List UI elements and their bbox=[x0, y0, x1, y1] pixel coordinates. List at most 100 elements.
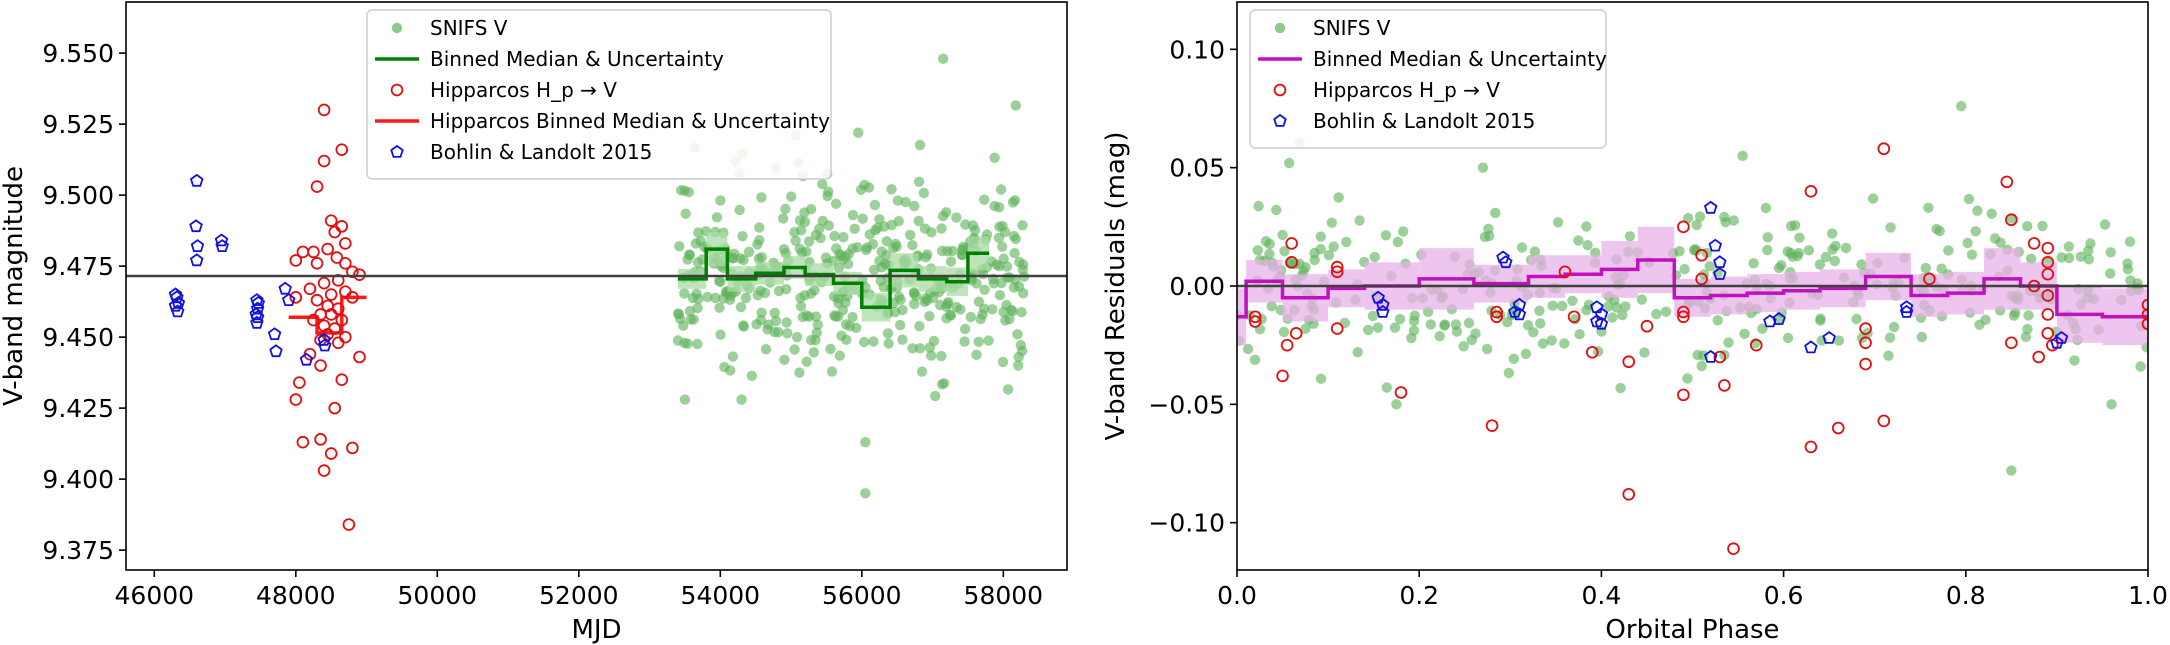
snifs-point bbox=[1782, 332, 1794, 344]
hipparcos-point bbox=[1749, 338, 1763, 352]
bohlin-point bbox=[2054, 330, 2069, 344]
bohlin-point bbox=[269, 344, 283, 358]
snifs-point bbox=[926, 350, 937, 361]
snifs-point bbox=[1581, 221, 1592, 232]
snifs-point bbox=[910, 290, 922, 302]
snifs-point bbox=[989, 152, 1000, 163]
snifs-point bbox=[907, 240, 918, 251]
snifs-point bbox=[945, 256, 957, 267]
snifs-point bbox=[858, 336, 870, 348]
hipparcos-point bbox=[314, 433, 327, 446]
hipparcos-point bbox=[289, 393, 303, 406]
snifs-point bbox=[1867, 193, 1879, 204]
snifs-point bbox=[844, 320, 856, 332]
snifs-point bbox=[754, 222, 765, 233]
snifs-point bbox=[2063, 241, 2074, 252]
snifs-point bbox=[2083, 254, 2095, 265]
snifs-point bbox=[2099, 219, 2111, 230]
snifs-point bbox=[1704, 261, 1715, 272]
snifs-point bbox=[1323, 250, 1335, 261]
snifs-point bbox=[1008, 230, 1020, 242]
snifs-point bbox=[1762, 232, 1773, 243]
snifs-point bbox=[975, 313, 986, 325]
hipparcos-point bbox=[310, 180, 324, 193]
snifs-point bbox=[1354, 215, 1365, 226]
bohlin-point bbox=[1703, 349, 1718, 363]
snifs-point bbox=[1966, 249, 1978, 260]
snifs-point bbox=[882, 328, 894, 339]
y-tick-label: 0.05 bbox=[1169, 154, 1225, 183]
legend: SNIFS V Binned Median & Uncertainty Hippar… bbox=[366, 9, 832, 180]
snifs-point bbox=[808, 347, 819, 358]
hipparcos-point bbox=[330, 251, 344, 264]
hipparcos-point bbox=[1923, 272, 1936, 286]
snifs-point bbox=[883, 338, 894, 349]
snifs-point bbox=[737, 231, 748, 242]
snifs-point bbox=[874, 214, 885, 225]
snifs-point bbox=[679, 288, 690, 299]
snifs-point bbox=[1694, 211, 1706, 222]
hipparcos-point bbox=[2005, 213, 2018, 227]
snifs-point bbox=[1552, 217, 1564, 228]
snifs-point bbox=[1692, 349, 1703, 361]
hipparcos-point bbox=[1677, 310, 1690, 324]
snifs-point bbox=[1352, 347, 1363, 358]
left-chart-panel: 46000 48000 50000 52000 54000 56000 58000 9.375… bbox=[0, 1, 1068, 645]
bohlin-point bbox=[1772, 311, 1786, 325]
bohlin-point bbox=[215, 239, 229, 253]
snifs-point bbox=[857, 213, 868, 224]
snifs-point bbox=[710, 292, 721, 304]
bohlin-point bbox=[249, 307, 263, 321]
snifs-point bbox=[2083, 245, 2094, 256]
snifs-point bbox=[913, 215, 924, 227]
snifs-point bbox=[1479, 231, 1491, 243]
y-tick-label: 9.550 bbox=[42, 39, 114, 68]
hipparcos-point bbox=[296, 435, 310, 449]
hipparcos-point bbox=[2032, 350, 2045, 364]
y-tick-label: 9.375 bbox=[42, 536, 114, 565]
snifs-point bbox=[715, 195, 726, 206]
hipparcos-point bbox=[342, 518, 356, 531]
hipparcos-point bbox=[1804, 185, 1818, 198]
snifs-point bbox=[1018, 288, 1029, 299]
snifs-point bbox=[1639, 347, 1650, 358]
snifs-point bbox=[895, 319, 906, 331]
x-tick-label: 54000 bbox=[681, 581, 761, 610]
snifs-point bbox=[2022, 323, 2033, 335]
snifs-point bbox=[727, 351, 739, 362]
snifs-point bbox=[735, 301, 747, 313]
snifs-point bbox=[918, 187, 930, 199]
snifs-point bbox=[1333, 192, 1344, 203]
snifs-point bbox=[1389, 322, 1401, 333]
hipparcos-point bbox=[1585, 345, 1599, 359]
legend-marker-hipparcos bbox=[390, 83, 404, 97]
snifs-point bbox=[2025, 253, 2037, 264]
bohlin-point bbox=[1822, 330, 1836, 344]
snifs-point bbox=[2037, 220, 2048, 232]
legend-entry-label: SNIFS V bbox=[430, 16, 508, 40]
snifs-point bbox=[876, 262, 887, 273]
right-chart-panel: 0.0 0.2 0.4 0.6 0.8 1.0 −0.10 −0.05 0.00 0.05 0.10… bbox=[1101, 1, 2168, 645]
bohlin-point bbox=[1376, 304, 1390, 318]
snifs-point bbox=[781, 283, 792, 295]
snifs-point bbox=[916, 366, 928, 377]
snifs-point bbox=[951, 301, 962, 313]
snifs-point bbox=[1651, 308, 1662, 320]
snifs-point bbox=[1315, 231, 1327, 242]
snifs-point bbox=[996, 277, 1007, 289]
snifs-point bbox=[836, 330, 847, 341]
snifs-point bbox=[797, 311, 808, 323]
snifs-point bbox=[2135, 361, 2146, 372]
legend-marker-snifs bbox=[391, 22, 403, 34]
snifs-point bbox=[727, 253, 739, 264]
legend-marker-hipparcos bbox=[1273, 83, 1287, 97]
legend-entry-label: SNIFS V bbox=[1313, 16, 1391, 40]
hipparcos-point bbox=[1804, 440, 1818, 454]
snifs-point bbox=[979, 194, 990, 205]
snifs-point bbox=[702, 291, 713, 303]
snifs-point bbox=[1885, 222, 1896, 233]
hipparcos-point bbox=[1831, 421, 1845, 435]
snifs-point bbox=[1008, 282, 1020, 293]
snifs-point bbox=[936, 350, 947, 362]
hipparcos-point bbox=[331, 336, 345, 350]
